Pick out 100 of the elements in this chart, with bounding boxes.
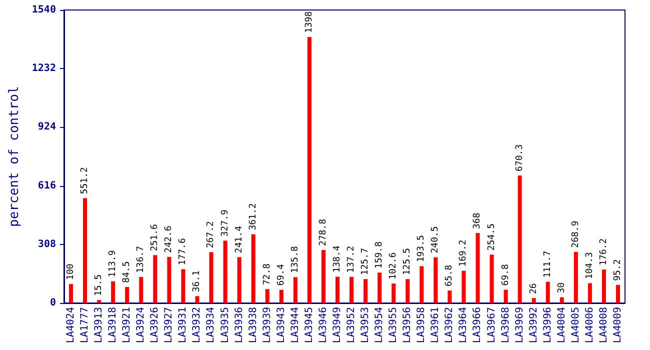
- x-tick-label: LA3992: [528, 307, 540, 344]
- data-label: 670.3: [514, 144, 525, 172]
- x-tick-label: LA3996: [542, 307, 554, 344]
- data-label: 72.8: [262, 263, 272, 286]
- data-label: 36.1: [192, 270, 202, 292]
- x-tick-label: LA3936: [234, 307, 245, 344]
- data-label: 268.9: [570, 220, 581, 248]
- y-tick-label: 1232: [32, 63, 56, 74]
- data-label: 278.8: [318, 218, 328, 246]
- data-label: 1398: [304, 11, 314, 34]
- bar: [195, 296, 200, 303]
- bar: [293, 277, 298, 303]
- x-tick-label: LA4008: [598, 307, 610, 344]
- x-tick-label: LA3938: [248, 307, 259, 344]
- data-label: 267.2: [206, 221, 216, 248]
- x-tick-label: LA4006: [584, 307, 596, 344]
- bar: [364, 279, 368, 303]
- bar: [83, 198, 88, 303]
- x-tick-label: LA3949: [332, 307, 343, 344]
- x-tick-label: LA3955: [388, 307, 400, 344]
- bar: [392, 283, 396, 303]
- bar: [490, 254, 494, 303]
- y-tick-label: 924: [38, 122, 56, 133]
- data-label: 65.8: [444, 264, 455, 286]
- y-tick-label: 1540: [32, 4, 56, 16]
- x-tick-label: LA3926: [150, 307, 161, 344]
- data-label: 551.2: [80, 167, 90, 194]
- bar: [209, 252, 214, 303]
- x-tick-label: LA3967: [486, 307, 498, 344]
- bar: [181, 269, 186, 303]
- bar: [616, 284, 620, 303]
- bar: [476, 232, 480, 303]
- bar: [335, 276, 340, 303]
- bar: [97, 300, 102, 303]
- x-tick-label: LA3954: [374, 307, 386, 344]
- x-tick-label: LA1777: [80, 307, 91, 344]
- data-label: 69.4: [276, 264, 286, 286]
- data-label: 368: [472, 212, 483, 229]
- data-label: 102.6: [388, 252, 399, 280]
- data-label: 240.5: [430, 226, 441, 254]
- data-label: 138.4: [332, 246, 342, 273]
- data-label: 241.4: [234, 226, 244, 254]
- bar: [167, 256, 172, 303]
- bar: [588, 283, 592, 303]
- data-label: 242.6: [164, 226, 174, 253]
- x-tick-label: LA4004: [556, 307, 568, 344]
- bar: [139, 276, 144, 303]
- x-tick-label: LA3939: [262, 307, 273, 344]
- data-label: 137.2: [346, 246, 357, 273]
- data-label: 176.2: [598, 238, 609, 266]
- data-label: 125.7: [360, 248, 371, 276]
- data-label: 69.8: [500, 264, 511, 286]
- bar: [504, 290, 508, 303]
- bar: [518, 175, 522, 303]
- data-label: 159.8: [374, 242, 385, 269]
- y-tick-label: 616: [38, 180, 56, 192]
- bar: [532, 298, 536, 303]
- x-tick-label: LA3962: [444, 307, 456, 344]
- x-tick-label: LA3946: [318, 307, 329, 344]
- x-tick-label: LA3952: [346, 307, 358, 344]
- data-label: 254.5: [486, 223, 497, 251]
- data-label: 361.2: [248, 203, 258, 230]
- x-tick-label: LA3944: [290, 307, 301, 344]
- bar: [237, 257, 242, 303]
- bar: [546, 282, 550, 303]
- bar: [420, 266, 424, 303]
- bar: [111, 281, 116, 303]
- x-tick-label: LA3934: [206, 307, 217, 344]
- bar: [448, 290, 452, 303]
- data-label: 30: [556, 282, 567, 294]
- x-tick-label: LA3969: [514, 307, 526, 344]
- x-tick-label: LA3927: [164, 307, 175, 344]
- bar: [434, 257, 438, 303]
- data-label: 95.2: [612, 259, 623, 281]
- data-label: 169.2: [458, 240, 469, 267]
- x-tick-label: LA3968: [500, 307, 512, 344]
- data-label: 26: [528, 283, 539, 294]
- y-tick-label: 0: [50, 298, 56, 308]
- data-label: 177.6: [178, 238, 188, 266]
- data-label: 113.9: [108, 250, 118, 278]
- data-label: 193.5: [416, 235, 427, 262]
- bar: [406, 279, 410, 303]
- bar: [68, 284, 73, 303]
- bar: [378, 272, 382, 303]
- x-tick-label: LA4024: [65, 307, 76, 344]
- data-label: 84.5: [122, 261, 132, 283]
- x-tick-label: LA3918: [108, 307, 119, 344]
- x-tick-label: LA3945: [304, 307, 315, 344]
- x-tick-label: LA3924: [136, 307, 147, 344]
- bar: [125, 286, 130, 303]
- y-axis-title: percent of control: [7, 86, 22, 227]
- bar: [265, 289, 270, 303]
- data-label: 104.3: [584, 252, 595, 280]
- data-label: 136.7: [136, 246, 146, 273]
- x-tick-label: LA3961: [430, 307, 442, 344]
- bar: [350, 276, 354, 303]
- bar: [153, 255, 158, 303]
- x-tick-label: LA3956: [402, 307, 414, 344]
- bar: [223, 240, 228, 303]
- bar: [574, 252, 578, 303]
